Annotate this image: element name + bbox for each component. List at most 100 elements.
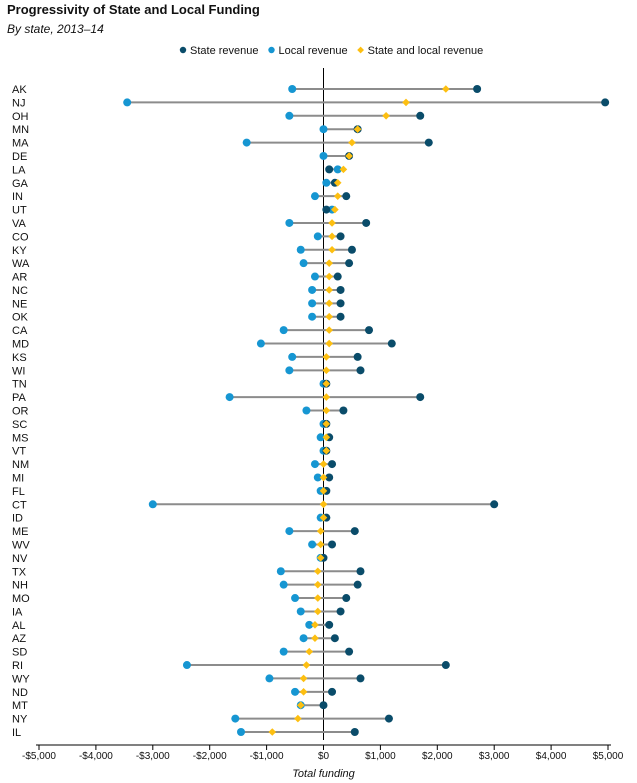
state-and-local-revenue-point: [325, 312, 333, 321]
state-and-local-revenue-point: [316, 554, 325, 562]
local-revenue-point: [285, 111, 294, 120]
state-label: TX: [12, 566, 27, 578]
state-label: ME: [12, 526, 29, 538]
local-revenue-point: [316, 433, 325, 442]
state-and-local-revenue-point: [311, 634, 319, 643]
state-and-local-revenue-point: [325, 286, 333, 294]
state-label: WY: [12, 673, 30, 685]
state-and-local-revenue-point: [319, 460, 328, 468]
local-revenue-point: [310, 460, 319, 469]
state-label: ID: [12, 513, 23, 525]
state-and-local-revenue-point: [322, 446, 331, 455]
state-label: MD: [12, 339, 29, 351]
state-label: AK: [12, 84, 27, 96]
state-label: LA: [12, 164, 26, 176]
state-and-local-revenue-point: [311, 621, 319, 629]
x-tick-label: -$4,000: [79, 751, 113, 762]
x-tick-label: $4,000: [536, 751, 567, 762]
local-revenue-point: [288, 85, 297, 93]
state-label: WI: [12, 365, 25, 377]
local-revenue-point: [285, 527, 294, 536]
local-revenue-point: [285, 218, 294, 227]
state-and-local-revenue-point: [333, 192, 342, 200]
chart-title: Progressivity of State and Local Funding: [7, 2, 260, 17]
state-label: VA: [12, 218, 27, 230]
state-revenue-point: [356, 674, 365, 683]
local-revenue-point: [279, 580, 288, 589]
state-and-local-revenue-point: [333, 178, 342, 187]
state-label: MO: [12, 593, 30, 605]
state-and-local-revenue-point: [299, 674, 308, 683]
state-and-local-revenue-point: [348, 138, 356, 147]
local-revenue-point: [308, 285, 317, 294]
local-revenue-point: [296, 607, 305, 616]
state-and-local-revenue-point: [325, 339, 333, 348]
state-and-local-revenue-point: [328, 245, 336, 254]
state-revenue-point: [416, 393, 425, 402]
x-tick-label: $0: [318, 751, 330, 762]
local-revenue-point: [302, 406, 311, 415]
state-label: OK: [12, 312, 29, 324]
state-revenue-point: [322, 205, 331, 214]
state-label: AZ: [12, 633, 26, 645]
state-and-local-revenue-point: [319, 500, 328, 509]
state-label: KY: [12, 245, 27, 257]
state-and-local-revenue-point: [319, 473, 328, 482]
state-revenue-point: [336, 232, 345, 241]
state-and-local-revenue-point: [322, 433, 331, 442]
x-axis-label: Total funding: [292, 768, 355, 780]
x-tick-label: -$1,000: [250, 751, 284, 762]
state-and-local-revenue-point: [314, 567, 322, 576]
x-tick-label: $2,000: [422, 751, 453, 762]
state-and-local-revenue-point: [268, 728, 277, 736]
state-revenue-point: [356, 366, 365, 375]
state-label: RI: [12, 660, 23, 672]
state-and-local-revenue-point: [328, 232, 336, 241]
x-tick-label: -$5,000: [22, 751, 56, 762]
state-revenue-point: [330, 634, 339, 643]
state-label: IA: [12, 606, 23, 618]
local-revenue-point: [236, 728, 245, 736]
local-revenue-point: [310, 272, 319, 281]
local-revenue-point: [288, 352, 297, 361]
state-revenue-point: [347, 245, 356, 254]
state-revenue-point: [339, 406, 348, 415]
chart-subtitle: By state, 2013–14: [7, 22, 104, 36]
state-and-local-revenue-point: [316, 540, 325, 549]
x-tick-label: -$3,000: [136, 751, 170, 762]
state-label: DE: [12, 151, 27, 163]
local-revenue-point: [308, 299, 317, 308]
state-revenue-point: [362, 218, 371, 227]
local-revenue-point: [333, 165, 342, 174]
state-and-local-revenue-point: [402, 98, 410, 107]
state-label: IN: [12, 191, 23, 203]
state-revenue-point: [342, 192, 351, 201]
state-revenue-point: [424, 138, 433, 147]
state-revenue-point: [328, 460, 337, 469]
local-revenue-point: [265, 674, 274, 683]
state-revenue-point: [365, 326, 374, 335]
state-revenue-point: [336, 312, 345, 321]
state-revenue-point: [325, 165, 334, 174]
state-revenue-point: [601, 98, 610, 107]
state-label: UT: [12, 205, 27, 217]
state-revenue-point: [328, 540, 337, 549]
state-label: PA: [12, 392, 27, 404]
state-label: MS: [12, 432, 29, 444]
state-label: SC: [12, 419, 27, 431]
state-and-local-revenue-point: [322, 353, 331, 361]
local-revenue-point: [313, 473, 322, 482]
state-revenue-point: [336, 299, 345, 308]
local-revenue-point: [291, 687, 300, 696]
local-revenue-point: [310, 192, 319, 201]
state-and-local-revenue-point: [339, 165, 348, 174]
state-revenue-point: [336, 285, 345, 294]
state-revenue-point: [353, 352, 362, 361]
state-and-local-revenue-point: [331, 205, 339, 214]
state-and-local-revenue-point: [325, 272, 333, 281]
state-revenue-point: [319, 701, 328, 710]
state-label: KS: [12, 352, 27, 364]
state-and-local-revenue-point: [299, 688, 308, 696]
state-and-local-revenue-point: [322, 366, 331, 375]
